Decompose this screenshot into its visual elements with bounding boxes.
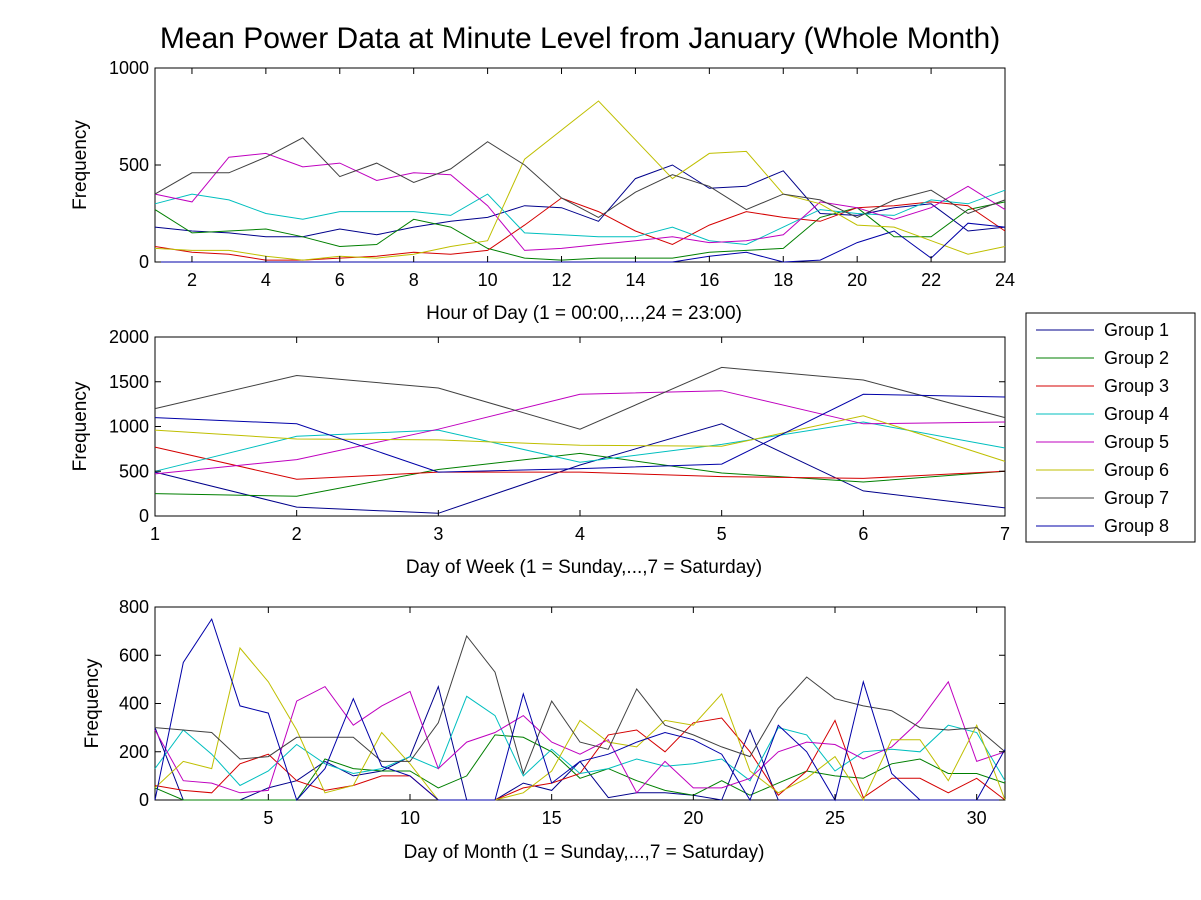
- hour-y-tick-label: 1000: [109, 58, 149, 78]
- week-x-tick-label: 3: [433, 524, 443, 544]
- legend-label-group-4: Group 4: [1104, 404, 1169, 424]
- month-y-tick-label: 400: [119, 694, 149, 714]
- week-x-tick-label: 5: [717, 524, 727, 544]
- hour-series-line-group-2: [154, 201, 1006, 261]
- hour-x-tick-label: 10: [478, 270, 498, 290]
- hour-series-line-group-6: [154, 100, 1006, 261]
- week-y-tick-label: 1000: [109, 417, 149, 437]
- figure-title: Mean Power Data at Minute Level from Jan…: [160, 22, 1000, 55]
- hour-series-line-group-5: [154, 152, 1006, 251]
- week-y-tick-label: 2000: [109, 327, 149, 347]
- week-series-line-group-6: [154, 415, 1006, 462]
- hour-x-tick-label: 20: [847, 270, 867, 290]
- hour-y-axis-label: Frequency: [70, 120, 91, 210]
- month-series-line-group-4: [154, 695, 1006, 787]
- legend-label-group-5: Group 5: [1104, 432, 1169, 452]
- month-x-tick-label: 5: [263, 808, 273, 828]
- legend-items: Group 1 Group 2 Group 3 Group 4 Group 5 Group…: [1036, 320, 1169, 536]
- month-y-tick-label: 800: [119, 597, 149, 617]
- hour-x-tick-label: 22: [921, 270, 941, 290]
- legend-label-group-2: Group 2: [1104, 348, 1169, 368]
- week-series-line-group-7: [154, 366, 1006, 430]
- month-x-axis-label: Day of Month (1 = Sunday,...,7 = Saturda…: [404, 842, 765, 863]
- hour-x-tick-label: 24: [995, 270, 1015, 290]
- hour-y-tick-label: 0: [139, 252, 149, 272]
- hour-series-line-group-8: [155, 222, 1006, 263]
- hour-series-line-group-4: [154, 189, 1006, 246]
- week-y-tick-label: 0: [139, 506, 149, 526]
- week-x-tick-label: 4: [575, 524, 585, 544]
- week-series-line-group-3: [154, 446, 1006, 480]
- week-y-axis-label: Frequency: [70, 381, 91, 471]
- legend-label-group-7: Group 7: [1104, 488, 1169, 508]
- week-x-axis-label: Day of Week (1 = Sunday,...,7 = Saturday…: [406, 557, 762, 578]
- month-x-tick-label: 15: [542, 808, 562, 828]
- week-series-line-group-1: [154, 423, 1006, 514]
- week-axes-frame: [154, 336, 1006, 517]
- legend-label-group-3: Group 3: [1104, 376, 1169, 396]
- hour-y-tick-label: 500: [119, 155, 149, 175]
- month-series-line-group-8: [154, 617, 1006, 802]
- hour-x-tick-label: 8: [409, 270, 419, 290]
- legend: Group 1 Group 2 Group 3 Group 4 Group 5 Group…: [1025, 312, 1196, 543]
- month-y-tick-label: 200: [119, 742, 149, 762]
- hour-x-tick-label: 16: [699, 270, 719, 290]
- month-series-line-group-6: [154, 646, 1006, 802]
- day-of-month-plot: 5 10 15 20 25 30 0 200 400 600 800 Day of Month (1 …: [82, 597, 1006, 863]
- week-x-tick-label: 2: [292, 524, 302, 544]
- legend-label-group-8: Group 8: [1104, 516, 1169, 536]
- month-x-tick-label: 25: [825, 808, 845, 828]
- month-series-line-group-7: [154, 634, 1006, 776]
- hour-x-tick-label: 18: [773, 270, 793, 290]
- month-x-tick-label: 10: [400, 808, 420, 828]
- month-x-tick-label: 30: [967, 808, 987, 828]
- month-series-line-group-5: [154, 680, 1006, 794]
- week-series-line-group-5: [154, 390, 1006, 475]
- hour-x-axis-label: Hour of Day (1 = 00:00,...,24 = 23:00): [426, 303, 742, 324]
- hour-x-tick-label: 6: [335, 270, 345, 290]
- hour-x-tick-label: 4: [261, 270, 271, 290]
- month-x-tick-label: 20: [683, 808, 703, 828]
- day-of-week-plot: 1 2 3 4 5 6 7 0 500 1000 1500 2000 Day of Week (1 = …: [70, 327, 1010, 578]
- month-y-tick-label: 600: [119, 645, 149, 665]
- hour-x-tick-label: 14: [625, 270, 645, 290]
- week-y-tick-label: 500: [119, 461, 149, 481]
- week-x-tick-label: 6: [858, 524, 868, 544]
- legend-box: [1025, 312, 1196, 543]
- week-x-tick-label: 1: [150, 524, 160, 544]
- legend-label-group-6: Group 6: [1104, 460, 1169, 480]
- month-y-tick-label: 0: [139, 790, 149, 810]
- hour-series-line-group-7: [154, 137, 1006, 218]
- week-x-tick-label: 7: [1000, 524, 1010, 544]
- hour-x-tick-label: 12: [552, 270, 572, 290]
- hour-x-tick-label: 2: [187, 270, 197, 290]
- week-series-line-group-8: [154, 393, 1006, 473]
- hour-series-line-group-3: [154, 197, 1006, 261]
- week-series-line-group-4: [154, 421, 1006, 472]
- week-series-line-group-2: [154, 452, 1006, 497]
- legend-label-group-1: Group 1: [1104, 320, 1169, 340]
- week-y-tick-label: 1500: [109, 372, 149, 392]
- month-y-axis-label: Frequency: [82, 658, 103, 748]
